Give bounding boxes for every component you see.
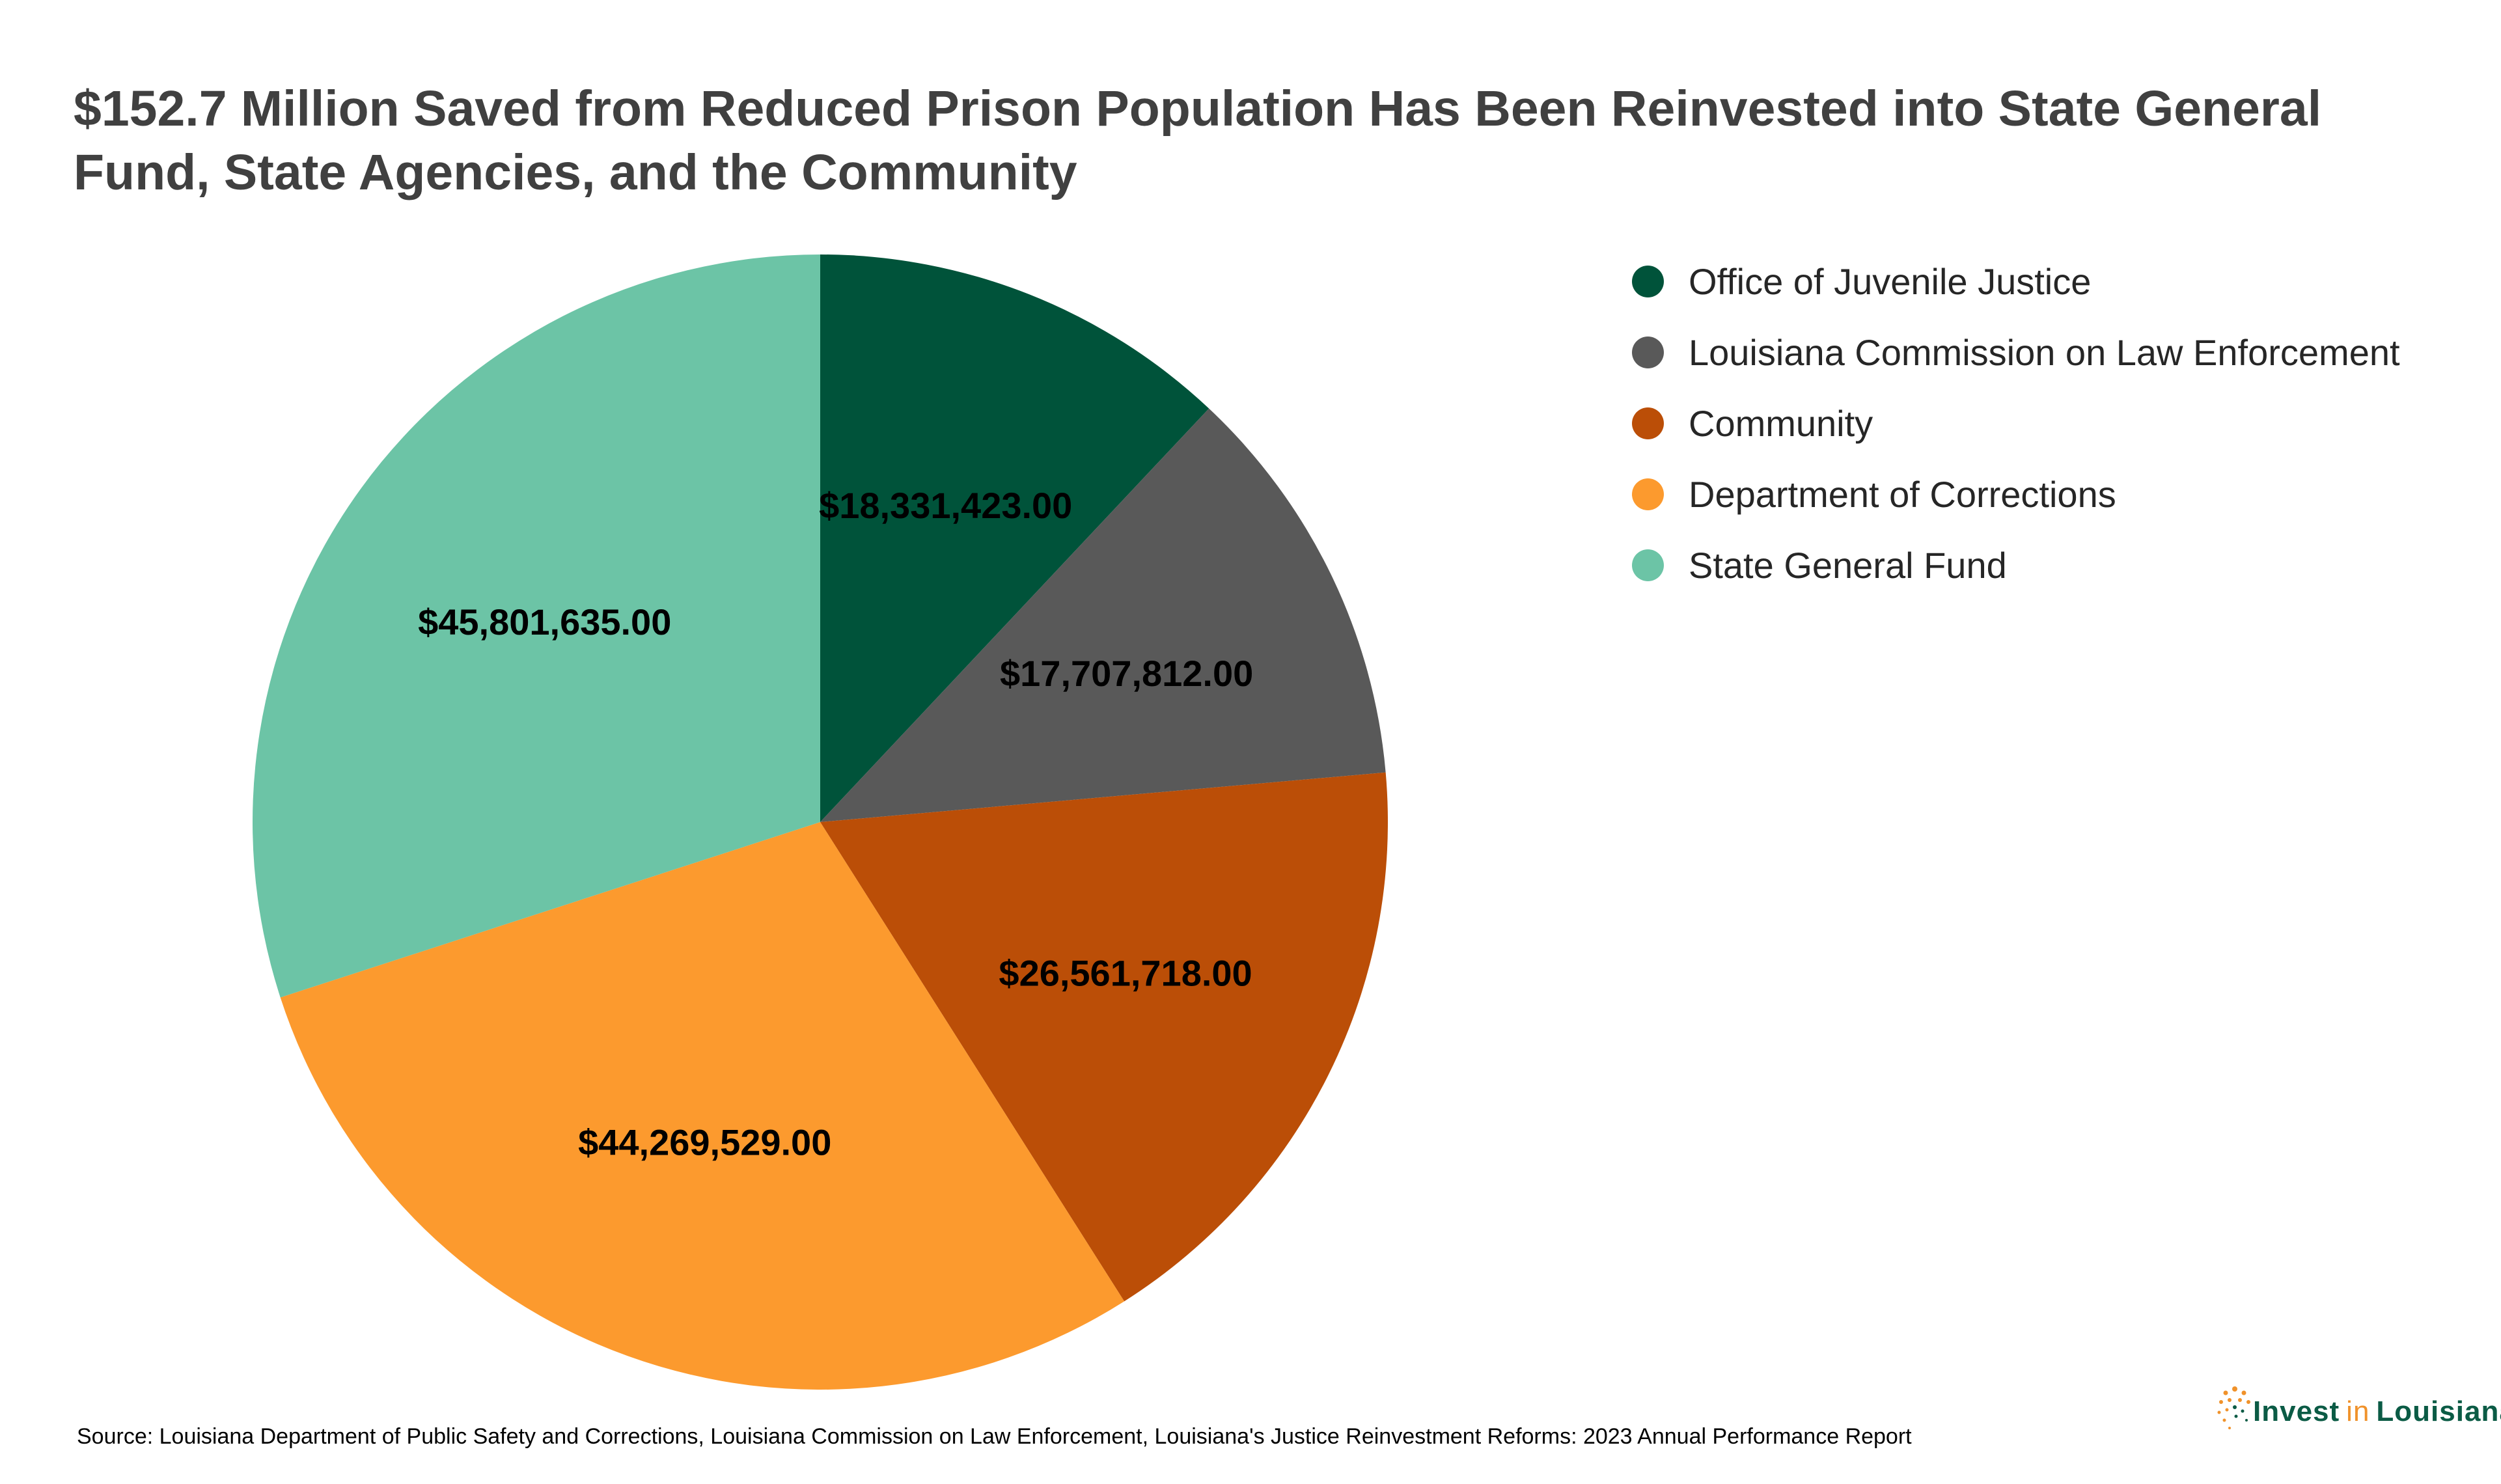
legend-label: Louisiana Commission on Law Enforcement (1689, 332, 2400, 373)
legend-swatch (1632, 337, 1664, 368)
logo-word-invest: Invest (2253, 1395, 2340, 1427)
legend-label: State General Fund (1689, 545, 2007, 586)
logo-word-louisiana: Louisiana (2376, 1395, 2501, 1427)
pie-slice-louisiana-commission-on-law-enforcement (820, 408, 1386, 822)
chart-title: $152.7 Million Saved from Reduced Prison… (74, 81, 2322, 200)
legend-swatch (1632, 478, 1664, 510)
legend-label: Community (1689, 403, 1873, 444)
pie-slices (252, 254, 1388, 1390)
dotted-burst-icon (2217, 1386, 2250, 1429)
data-label-state-general-fund: $45,801,635.00 (418, 601, 671, 642)
pie-slice-community (820, 772, 1388, 1302)
legend-swatch (1632, 549, 1664, 581)
pie-data-labels: $18,331,423.00 $17,707,812.00 $26,561,718.… (418, 485, 1253, 1163)
legend-item-office-of-juvenile-justice: Office of Juvenile Justice (1632, 246, 2400, 317)
pie-slice-department-of-corrections (280, 822, 1125, 1390)
logo-word-in: in (2346, 1395, 2370, 1427)
pie-slice-office-of-juvenile-justice (820, 254, 1209, 822)
legend-item-community: Community (1632, 388, 2400, 459)
data-label-department-of-corrections: $44,269,529.00 (578, 1122, 831, 1163)
chart-legend: Office of Juvenile Justice Louisiana Comm… (1632, 246, 2400, 601)
logo-wordmark: InvestinLouisiana (2253, 1395, 2501, 1428)
source-note: Source: Louisiana Department of Public S… (77, 1424, 1912, 1449)
legend-label: Department of Corrections (1689, 474, 2116, 515)
legend-item-state-general-fund: State General Fund (1632, 530, 2400, 601)
invest-in-louisiana-logo: InvestinLouisiana (2217, 1382, 2501, 1441)
data-label-community: $26,561,718.00 (999, 952, 1252, 993)
legend-swatch (1632, 407, 1664, 439)
legend-swatch (1632, 266, 1664, 297)
legend-label: Office of Juvenile Justice (1689, 261, 2092, 302)
legend-item-department-of-corrections: Department of Corrections (1632, 459, 2400, 530)
pie-slice-state-general-fund (252, 254, 820, 998)
data-label-office-of-juvenile-justice: $18,331,423.00 (819, 485, 1072, 526)
legend-item-louisiana-commission-on-law-enforcement: Louisiana Commission on Law Enforcement (1632, 317, 2400, 388)
data-label-louisiana-commission-on-law-enforcement: $17,707,812.00 (1000, 653, 1253, 694)
